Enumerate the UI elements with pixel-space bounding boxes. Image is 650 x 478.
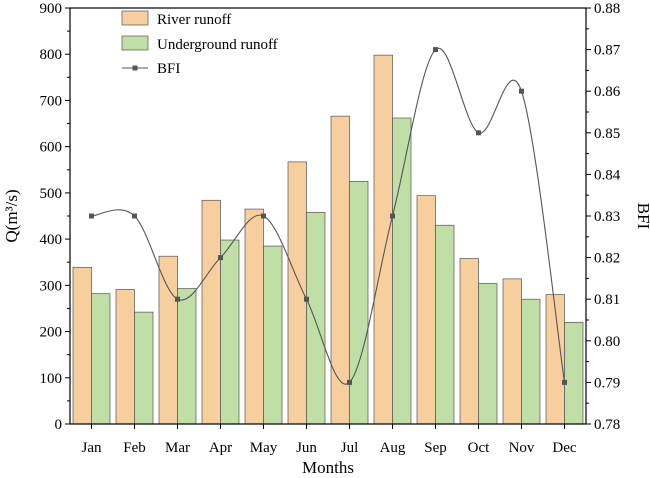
y-tick-label: 800 xyxy=(40,47,63,63)
bfi-point-jan xyxy=(89,213,94,219)
bfi-point-aug xyxy=(390,213,395,219)
bar-river-runoff-apr xyxy=(201,199,221,425)
bar-river-runoff-sep xyxy=(416,195,436,425)
bfi-point-oct xyxy=(476,130,481,136)
x-tick-label-nov: Nov xyxy=(509,440,535,456)
y2-tick-label: 0.81 xyxy=(594,292,620,308)
bar-underground-runoff-apr xyxy=(220,239,240,425)
legend-swatch-bfi-marker xyxy=(132,65,138,71)
y2-tick-label: 0.78 xyxy=(594,417,620,433)
y-tick-label: 700 xyxy=(40,93,63,109)
bfi-point-sep xyxy=(433,47,438,53)
bfi-point-apr xyxy=(218,255,223,261)
x-tick-label-oct: Oct xyxy=(468,440,490,456)
bfi-point-feb xyxy=(132,213,137,219)
bfi-point-jul xyxy=(347,379,352,385)
x-tick-label-jan: Jan xyxy=(82,440,102,456)
y2-axis-title: BFI xyxy=(634,203,650,230)
y2-tick-label: 0.87 xyxy=(594,43,621,59)
y2-tick-label: 0.80 xyxy=(594,334,620,350)
bar-underground-runoff-mar xyxy=(177,288,197,425)
x-tick-label-jul: Jul xyxy=(341,440,359,456)
x-tick-label-aug: Aug xyxy=(380,440,406,456)
y-tick-label: 900 xyxy=(40,1,63,17)
bfi-point-mar xyxy=(175,296,180,302)
y2-tick-label: 0.82 xyxy=(594,251,620,267)
y-tick-label: 400 xyxy=(40,232,63,248)
x-axis-title: Months xyxy=(302,458,354,477)
y2-tick-label: 0.84 xyxy=(594,167,621,183)
x-tick-label-apr: Apr xyxy=(209,440,232,456)
bfi-point-may xyxy=(261,213,266,219)
bfi-series-line xyxy=(91,47,566,385)
y2-tick-label: 0.86 xyxy=(594,84,621,100)
legend-label-river-runoff: River runoff xyxy=(157,12,231,28)
bar-underground-runoff-jul xyxy=(349,180,369,425)
x-tick-label-mar: Mar xyxy=(165,440,190,456)
bar-underground-runoff-nov xyxy=(521,298,541,425)
bar-river-runoff-jul xyxy=(330,115,350,425)
x-tick-label-feb: Feb xyxy=(123,440,146,456)
y-tick-label: 500 xyxy=(40,186,63,202)
bfi-point-jun xyxy=(304,296,309,302)
bar-river-runoff-aug xyxy=(373,54,393,425)
bar-river-runoff-jan xyxy=(72,266,92,425)
bars-layer xyxy=(72,54,584,425)
y2-tick-label: 0.83 xyxy=(594,209,620,225)
bar-underground-runoff-feb xyxy=(134,311,154,425)
y2-tick-label: 0.88 xyxy=(594,1,620,17)
bfi-line-layer xyxy=(89,47,567,385)
x-tick-label-may: May xyxy=(250,440,278,456)
bar-river-runoff-nov xyxy=(502,278,522,425)
x-tick-label-sep: Sep xyxy=(424,440,447,456)
bfi-point-dec xyxy=(562,379,567,385)
bar-underground-runoff-may xyxy=(263,245,283,425)
y2-tick-label: 0.79 xyxy=(594,375,620,391)
y-tick-label: 300 xyxy=(40,278,63,294)
bar-river-runoff-mar xyxy=(158,255,178,425)
y2-tick-label: 0.85 xyxy=(594,126,620,142)
bar-river-runoff-may xyxy=(244,208,264,425)
legend-swatch-underground-runoff xyxy=(121,35,149,51)
x-tick-label-dec: Dec xyxy=(552,440,576,456)
bar-river-runoff-feb xyxy=(115,289,135,425)
bar-underground-runoff-aug xyxy=(392,117,412,425)
legend-label-bfi: BFI xyxy=(157,61,180,77)
bar-underground-runoff-dec xyxy=(564,321,584,425)
legend-swatch-river-runoff xyxy=(121,10,149,26)
bar-underground-runoff-jun xyxy=(306,211,326,425)
y-tick-label: 100 xyxy=(40,371,63,387)
y-tick-label: 0 xyxy=(55,417,63,433)
legend-label-underground-runoff: Underground runoff xyxy=(157,37,278,53)
bar-river-runoff-oct xyxy=(459,258,479,425)
bar-underground-runoff-sep xyxy=(435,224,455,425)
bar-underground-runoff-jan xyxy=(91,293,111,425)
y-tick-label: 200 xyxy=(40,325,63,341)
legend: River runoff Underground runoff BFI xyxy=(121,10,278,77)
bfi-point-nov xyxy=(519,88,524,94)
y-axis-title: Q(m³/s) xyxy=(2,189,21,242)
x-tick-label-jun: Jun xyxy=(296,440,317,456)
y-tick-label: 600 xyxy=(40,140,63,156)
bar-underground-runoff-oct xyxy=(478,283,498,425)
